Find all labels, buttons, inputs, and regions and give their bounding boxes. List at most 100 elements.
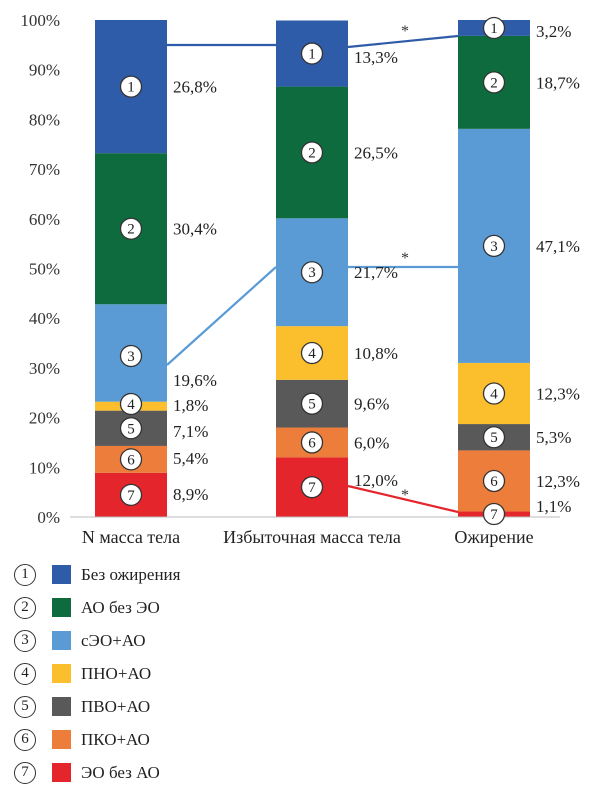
- legend-number: 3: [14, 629, 36, 652]
- legend-number: 1: [14, 563, 36, 586]
- y-tick-label: 40%: [29, 309, 60, 328]
- segment-number-circle: [300, 141, 324, 164]
- segment-number-circle: [300, 341, 324, 365]
- data-label: 1,1%: [536, 497, 571, 516]
- legend-item: 7 ЭО без АО: [14, 756, 180, 789]
- data-label: 6,0%: [354, 433, 389, 452]
- legend-label: ПКО+АО: [81, 729, 150, 749]
- segment-number-circle: [482, 502, 506, 526]
- data-label: 18,7%: [536, 73, 580, 92]
- data-label: 21,7%: [354, 263, 398, 282]
- segment-number: 5: [127, 421, 135, 437]
- segment-number: 3: [308, 265, 316, 281]
- segment-number-circle: [482, 426, 506, 449]
- segment-number: 6: [490, 474, 498, 490]
- significance-marker: *: [401, 250, 409, 267]
- segment-number-circle: [482, 71, 506, 94]
- data-label: 7,1%: [173, 422, 208, 441]
- segment-number: 5: [308, 397, 316, 413]
- legend-number: 7: [14, 761, 36, 784]
- data-label: 13,3%: [354, 48, 398, 67]
- data-label: 5,4%: [173, 449, 208, 468]
- segment-number: 7: [308, 480, 316, 496]
- legend-label: Без ожирения: [81, 564, 181, 584]
- segment-number: 5: [490, 430, 498, 446]
- segment-number-circle: [119, 75, 143, 98]
- segment-number: 6: [127, 452, 135, 468]
- data-label: 9,6%: [354, 395, 389, 414]
- legend-number: 5: [14, 695, 36, 718]
- segment-number-circle: [300, 476, 324, 499]
- data-label: 5,3%: [536, 428, 571, 447]
- legend-item: 3 сЭО+АО: [14, 624, 180, 657]
- segment-number-circle: [300, 261, 324, 284]
- segment-number: 7: [490, 507, 498, 523]
- segment-number-circle: [119, 448, 143, 471]
- segment-number: 2: [127, 222, 135, 238]
- legend-item: 2 АО без ЭО: [14, 591, 180, 624]
- legend-swatch: [52, 565, 71, 584]
- legend-label: сЭО+АО: [81, 630, 146, 650]
- data-label: 1,8%: [173, 396, 208, 415]
- legend-label: ЭО без АО: [81, 762, 160, 782]
- legend-number: 2: [14, 596, 36, 619]
- connector-line: [166, 266, 277, 366]
- y-tick-label: 10%: [29, 458, 60, 477]
- y-tick-label: 70%: [29, 160, 60, 179]
- y-tick-label: 20%: [29, 409, 60, 428]
- legend-swatch: [52, 664, 71, 683]
- data-label: 30,4%: [173, 220, 217, 239]
- data-label: 19,6%: [173, 371, 217, 390]
- stacked-bar-chart: 0%10%20%30%40%50%60%70%80%90%100%***1 26,…: [20, 11, 580, 547]
- y-tick-label: 50%: [29, 260, 60, 279]
- legend-swatch: [52, 730, 71, 749]
- legend-item: 6 ПКО+АО: [14, 723, 180, 756]
- segment-number-circle: [482, 234, 506, 258]
- legend-item: 1 Без ожирения: [14, 558, 180, 591]
- y-tick-label: 90%: [29, 61, 60, 80]
- segment-number: 4: [490, 386, 498, 402]
- y-tick-label: 30%: [29, 359, 60, 378]
- legend-item: 4 ПНО+АО: [14, 657, 180, 690]
- legend-swatch: [52, 631, 71, 650]
- segment-number: 3: [127, 349, 135, 365]
- segment-number: 1: [490, 21, 498, 37]
- segment-number: 2: [490, 75, 498, 91]
- segment-number: 4: [308, 346, 316, 362]
- category-label: Избыточная масса тела: [223, 527, 401, 547]
- segment-number-circle: [482, 16, 506, 40]
- segment-number: 1: [308, 47, 316, 63]
- category-label: N масса тела: [82, 527, 180, 547]
- segment-number-circle: [482, 469, 506, 493]
- segment-number-circle: [300, 392, 324, 415]
- category-label: Ожирение: [454, 527, 533, 547]
- segment-number: 2: [308, 145, 316, 161]
- legend-item: 5 ПВО+АО: [14, 690, 180, 723]
- legend-number: 4: [14, 662, 36, 685]
- legend-number: 6: [14, 728, 36, 751]
- data-label: 12,0%: [354, 471, 398, 490]
- segment-number: 1: [127, 80, 135, 96]
- legend-label: АО без ЭО: [81, 597, 160, 617]
- data-label: 12,3%: [536, 384, 580, 403]
- segment-number: 6: [308, 435, 316, 451]
- data-label: 47,1%: [536, 237, 580, 256]
- segment-number-circle: [300, 42, 324, 65]
- segment-number: 4: [127, 397, 135, 413]
- segment-number-circle: [119, 417, 143, 440]
- data-label: 3,2%: [536, 22, 571, 41]
- segment-number-circle: [119, 217, 143, 240]
- y-tick-label: 60%: [29, 210, 60, 229]
- data-label: 26,8%: [173, 78, 217, 97]
- legend: 1 Без ожирения 2 АО без ЭО 3 сЭО+АО 4 ПНО+АО 5 ПВ…: [14, 558, 180, 789]
- segment-number: 3: [490, 239, 498, 255]
- data-label: 26,5%: [354, 143, 398, 162]
- segment-number-circle: [119, 344, 143, 368]
- segment-number-circle: [300, 431, 324, 454]
- segment-number-circle: [119, 392, 143, 416]
- legend-label: ПНО+АО: [81, 663, 152, 683]
- data-label: 10,8%: [354, 344, 398, 363]
- y-tick-label: 0%: [37, 508, 60, 527]
- connector-line: [347, 34, 459, 49]
- legend-swatch: [52, 697, 71, 716]
